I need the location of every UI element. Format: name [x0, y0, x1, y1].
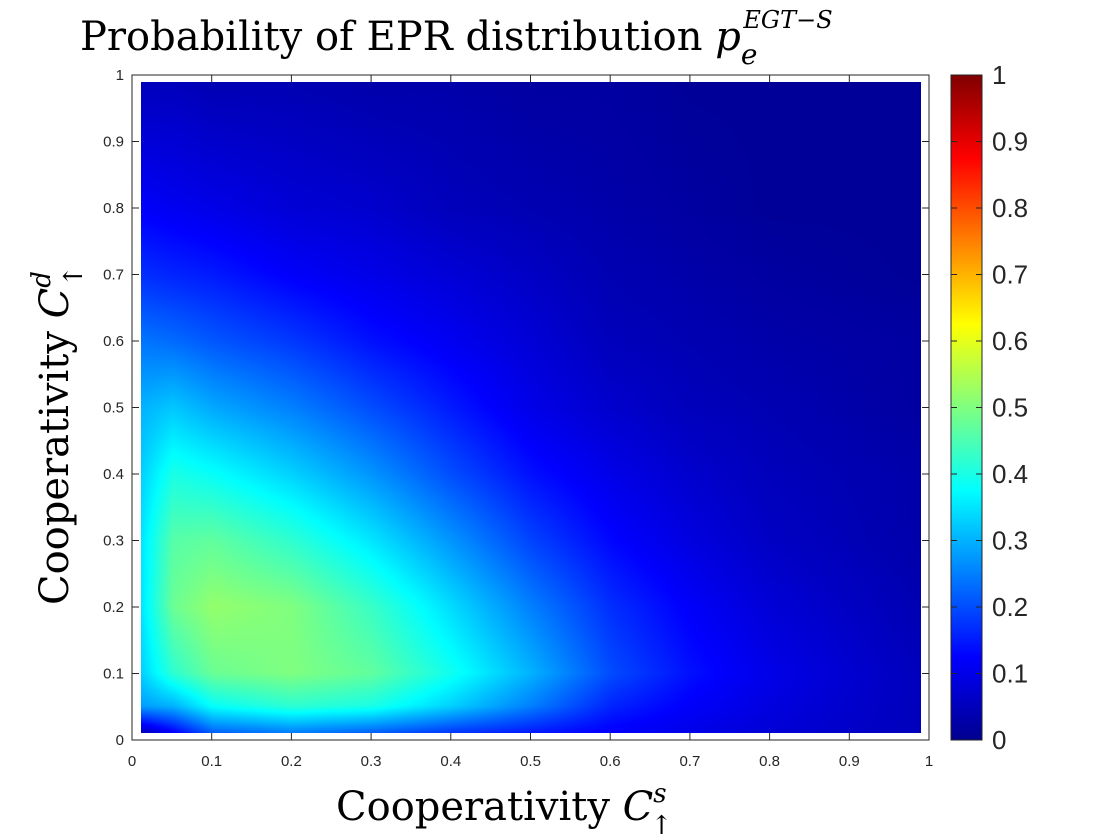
- x-tick-label: 0.9: [839, 753, 860, 770]
- colorbar-tick-label: 0: [992, 725, 1006, 755]
- xlabel-symbol: C: [623, 784, 654, 830]
- colorbar-tick-label: 0.6: [992, 326, 1028, 356]
- ylabel-subscript: ↑: [59, 265, 89, 287]
- title-superscript: EGT−S: [742, 6, 832, 34]
- x-tick-label: 0.8: [759, 753, 780, 770]
- y-tick-label: 0.4: [103, 466, 124, 483]
- y-axis: 0 0.1 0.2 0.3 0.4 0.5 0.6 0.7 0.8 0.9 1: [103, 67, 929, 749]
- y-axis-label: Cooperativity Cd↑: [27, 265, 89, 605]
- colorbar-tick-label: 0.4: [992, 459, 1028, 489]
- y-tick-label: 0.2: [103, 599, 124, 616]
- title-symbol: p: [715, 14, 741, 60]
- xlabel-main: Cooperativity: [336, 784, 623, 830]
- colorbar-tick-label: 0.5: [992, 393, 1028, 423]
- colorbar-tick-label: 0.1: [992, 659, 1028, 689]
- x-axis: 0 0.1 0.2 0.3 0.4 0.5 0.6 0.7 0.8 0.9 1: [128, 75, 933, 770]
- colorbar-tick-label: 0.9: [992, 127, 1028, 157]
- y-tick-label: 0.3: [103, 533, 124, 550]
- colorbar-tick-label: 0.8: [992, 193, 1028, 223]
- colorbar-tick-label: 0.2: [992, 592, 1028, 622]
- y-tick-label: 0.8: [103, 200, 124, 217]
- x-tick-label: 0.4: [440, 753, 461, 770]
- x-tick-label: 0.5: [520, 753, 541, 770]
- x-tick-label: 0: [128, 753, 136, 770]
- heatmap-canvas: [141, 82, 921, 733]
- y-tick-label: 0.5: [103, 400, 124, 417]
- ylabel-superscript: d: [27, 271, 57, 288]
- title-main: Probability of EPR distribution: [80, 14, 715, 60]
- x-tick-label: 0.7: [679, 753, 700, 770]
- x-tick-label: 0.3: [361, 753, 382, 770]
- x-tick-label: 0.1: [201, 753, 222, 770]
- y-tick-label: 0.1: [103, 666, 124, 683]
- ylabel-symbol: C: [32, 288, 78, 319]
- y-tick-label: 0: [116, 732, 124, 749]
- y-tick-label: 0.6: [103, 333, 124, 350]
- y-tick-label: 1: [116, 67, 124, 84]
- y-tick-label: 0.7: [103, 267, 124, 284]
- xlabel-superscript: s: [653, 779, 666, 809]
- chart-title: Probability of EPR distribution pe EGT−S: [80, 6, 833, 71]
- y-tick-label: 0.9: [103, 134, 124, 151]
- colorbar-tick-label: 0.3: [992, 526, 1028, 556]
- colorbar-ticks: 0 0.1 0.2 0.3 0.4 0.5 0.6 0.7 0.8 0.9 1: [951, 60, 1028, 755]
- ylabel-main: Cooperativity: [32, 318, 78, 605]
- x-tick-label: 0.2: [281, 753, 302, 770]
- x-tick-label: 1: [925, 753, 933, 770]
- xlabel-subscript: ↑: [651, 811, 673, 840]
- colorbar-tick-label: 1: [992, 60, 1006, 90]
- x-axis-label: Cooperativity Cs ↑: [336, 779, 672, 840]
- colorbar-tick-label: 0.7: [992, 260, 1028, 290]
- x-tick-label: 0.6: [600, 753, 621, 770]
- title-subscript: e: [741, 38, 758, 71]
